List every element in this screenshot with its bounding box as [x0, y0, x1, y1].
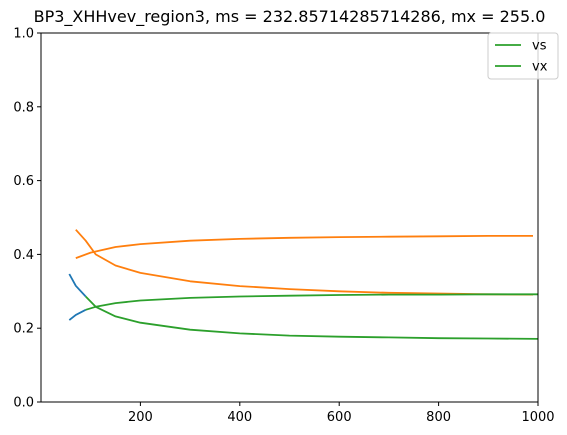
plot-frame — [40, 32, 539, 403]
legend-label: vx — [532, 60, 548, 75]
x-tick-label: 800 — [426, 410, 451, 425]
series-line-3 — [75, 229, 534, 296]
y-tick-label: 0.2 — [13, 322, 34, 337]
series-line-0 — [68, 308, 87, 321]
series-line-5 — [85, 295, 539, 340]
series-line-4 — [85, 293, 538, 311]
y-tick-label: 0.4 — [13, 248, 34, 263]
legend-box — [487, 32, 559, 80]
legend-label: vs — [532, 39, 547, 54]
series-line-2 — [75, 234, 533, 259]
y-tick-label: 0.0 — [13, 396, 34, 411]
x-tick-label: 200 — [128, 410, 153, 425]
x-tick-label: 400 — [227, 410, 252, 425]
legend: vs vx — [487, 32, 559, 80]
y-tick-label: 0.6 — [13, 174, 34, 189]
y-tick-label: 0.8 — [13, 100, 34, 115]
ticks-layer: 200 400 600 800 1000 0.0 0.2 0.4 0.6 0.8 1.0 — [13, 27, 554, 426]
series-layer — [68, 229, 539, 340]
y-tick-label: 1.0 — [13, 27, 34, 42]
x-tick-label: 1000 — [521, 410, 554, 425]
chart-title: BP3_XHHvev_region3, ms = 232.85714285714… — [34, 7, 546, 27]
x-tick-label: 600 — [327, 410, 352, 425]
series-line-1 — [68, 273, 87, 298]
